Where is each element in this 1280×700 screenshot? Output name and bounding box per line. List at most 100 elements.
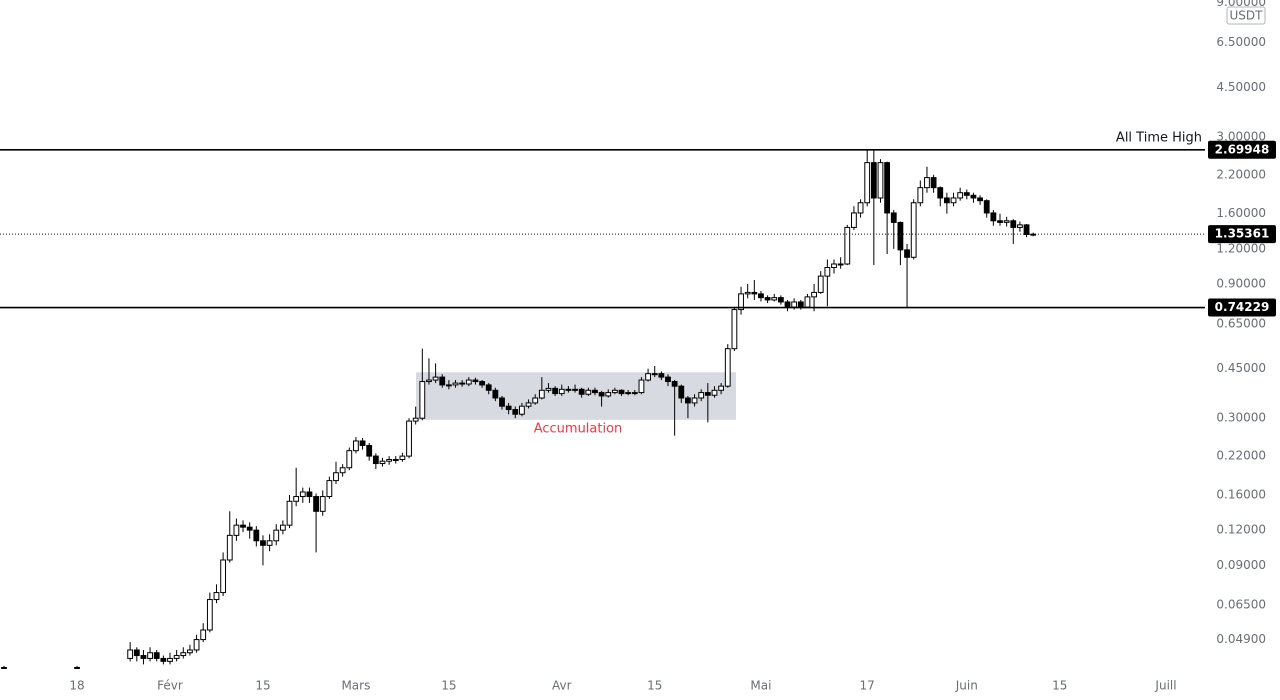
candle-body [764, 297, 771, 301]
y-tick-label: 0.22000 [1216, 449, 1266, 463]
x-tick-label: Mars [341, 679, 370, 693]
candle-body [618, 389, 625, 395]
candle-body [519, 405, 525, 415]
currency-box [1226, 6, 1266, 25]
candle-body [930, 177, 937, 189]
candle-body [293, 496, 300, 502]
candle-body [645, 373, 651, 381]
x-tick-label: Mai [750, 679, 771, 693]
zone-label: Accumulation [534, 421, 623, 436]
candle-body [997, 220, 1003, 223]
candle-body [193, 639, 200, 651]
candle-body [950, 197, 957, 204]
candle-body [910, 202, 917, 258]
candle-body [512, 409, 519, 415]
candle-body [890, 212, 897, 223]
y-tick-label: 0.45000 [1216, 361, 1266, 375]
candle-body [213, 592, 220, 601]
x-tick-label: Févr [157, 679, 183, 693]
y-tick-label: 6.50000 [1216, 35, 1266, 49]
candle-body [538, 389, 545, 399]
y-tick-label: 0.30000 [1216, 411, 1266, 425]
candle-body [306, 491, 313, 498]
x-tick-label: Avr [552, 679, 572, 693]
candle-body [419, 381, 426, 419]
x-tick-label: 15 [1052, 679, 1067, 693]
candle-body [1, 666, 7, 669]
candle-body [565, 388, 572, 391]
candle-body [631, 392, 638, 395]
candle-body [625, 392, 632, 395]
candle-body [406, 420, 412, 457]
x-tick-label: Juill [1154, 679, 1176, 693]
candle-body [173, 655, 180, 659]
candle-body [638, 379, 645, 394]
y-tick-label: 2.20000 [1216, 167, 1266, 181]
candle-body [499, 397, 505, 407]
y-tick-label: 0.04900 [1216, 632, 1266, 646]
candle-body [313, 496, 319, 512]
candle-body [804, 296, 811, 308]
candle-body [379, 460, 386, 465]
candle-body [392, 458, 399, 461]
candle-body [771, 297, 778, 301]
price-tag-label: 2.69948 [1215, 142, 1270, 156]
candle-body [346, 450, 353, 469]
candle-body [963, 192, 970, 196]
candle-body [837, 263, 844, 266]
candle-body [884, 162, 891, 214]
candle-body [525, 402, 532, 407]
candle-body [572, 388, 578, 391]
candle-body [147, 652, 153, 659]
x-tick-label: Juin [955, 679, 978, 693]
candle-body [665, 376, 671, 383]
candle-body [970, 194, 977, 199]
candle-body [678, 385, 685, 399]
candle-body [399, 455, 406, 460]
candle-body [578, 388, 585, 395]
candle-body [200, 629, 207, 641]
candle-body [990, 212, 997, 222]
candle-body [485, 384, 492, 391]
candle-body [532, 397, 539, 404]
candle-body [326, 480, 333, 498]
price-tag [1208, 140, 1276, 159]
candle-body [452, 382, 459, 386]
candle-body [904, 249, 910, 258]
candle-body [359, 440, 366, 446]
candle-body [1003, 220, 1010, 223]
candle-body [857, 202, 864, 214]
candle-body [279, 524, 286, 531]
candle-body [333, 472, 339, 482]
candle-body [286, 500, 293, 526]
candle-body [266, 540, 273, 546]
candle-body [691, 397, 698, 404]
y-tick-label: 0.09000 [1216, 558, 1266, 572]
y-tick-label: 0.16000 [1216, 488, 1266, 502]
candle-body [558, 388, 565, 395]
candle-body [465, 379, 472, 385]
candle-body [751, 291, 758, 295]
candle-body [492, 389, 499, 399]
candle-body [592, 389, 598, 394]
candle-body [226, 534, 233, 561]
y-tick-label: 1.60000 [1216, 206, 1266, 220]
candle-body [353, 440, 359, 452]
candle-body [1017, 224, 1023, 228]
candle-body [811, 291, 817, 298]
candle-body [1010, 220, 1017, 228]
x-tick-label: 18 [69, 679, 84, 693]
candle-body [479, 381, 485, 386]
candle-body [459, 382, 466, 385]
candle-body [167, 657, 173, 662]
candle-body [339, 467, 346, 474]
candle-body [724, 348, 731, 387]
candle-body [671, 381, 678, 387]
candle-body [253, 529, 260, 542]
y-tick-label: 4.50000 [1216, 80, 1266, 94]
candle-body [260, 540, 266, 546]
candle-body [153, 652, 160, 659]
candle-body [917, 187, 924, 204]
